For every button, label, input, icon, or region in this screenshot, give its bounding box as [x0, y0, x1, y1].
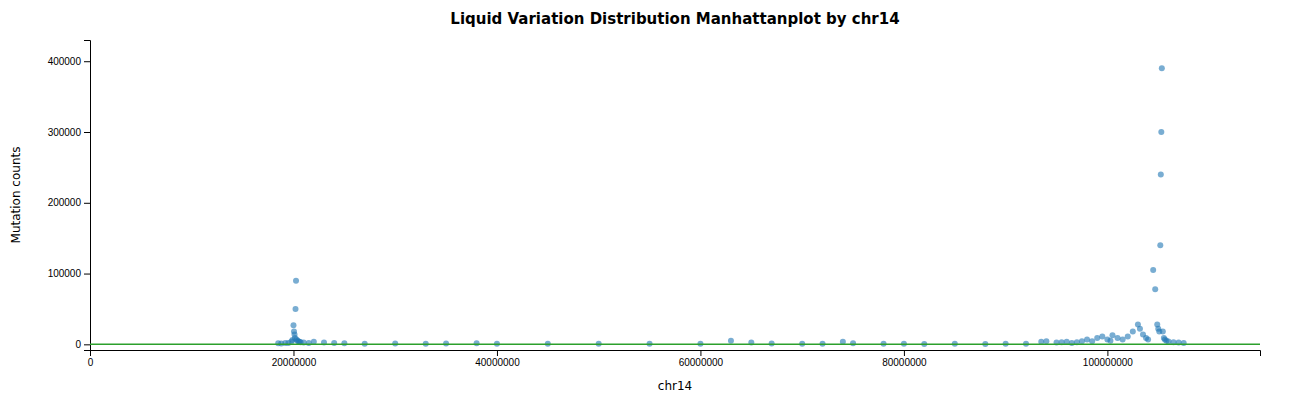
y-tick-label: 300000 — [48, 127, 82, 138]
point — [769, 340, 775, 346]
baseline — [90, 344, 1260, 346]
point — [293, 306, 299, 312]
point — [1099, 334, 1105, 340]
point — [1158, 129, 1164, 135]
marks-inner — [90, 65, 1260, 347]
point — [1079, 338, 1085, 344]
y-tick: 200000 — [48, 197, 90, 208]
point — [850, 340, 856, 346]
point — [1130, 329, 1136, 335]
x-tick-mark — [1107, 350, 1108, 356]
x-tick-mark — [497, 350, 498, 356]
point — [1043, 338, 1049, 344]
point — [1094, 335, 1100, 341]
x-tick-label: 40000000 — [475, 357, 520, 368]
x-tick: 60000000 — [679, 350, 724, 368]
x-tick-mark — [700, 350, 701, 356]
x-axis: 0 20000000 40000000 60000000 80000000 1000000… — [88, 350, 1261, 368]
point — [341, 340, 347, 346]
y-axis-line — [84, 41, 91, 351]
y-tick-mark — [84, 61, 90, 62]
point — [1084, 336, 1090, 342]
point — [474, 340, 480, 346]
point — [443, 340, 449, 346]
point — [1159, 65, 1165, 71]
x-tick: 100000000 — [1083, 350, 1133, 368]
x-tick: 0 — [88, 350, 94, 368]
point — [1145, 336, 1151, 342]
point — [392, 340, 398, 346]
x-tick-mark — [293, 350, 294, 356]
y-tick: 400000 — [48, 56, 90, 67]
point — [1115, 335, 1121, 341]
point — [1158, 171, 1164, 177]
point — [1150, 267, 1156, 273]
point — [1181, 340, 1187, 346]
x-tick: 80000000 — [882, 350, 927, 368]
x-tick-label: 80000000 — [882, 357, 927, 368]
point — [1109, 332, 1115, 338]
point — [1089, 338, 1095, 344]
x-axis-line — [91, 351, 1261, 357]
x-tick-label: 60000000 — [679, 357, 724, 368]
title: Liquid Variation Distribution Manhattanp… — [450, 10, 899, 28]
y-axis-title: Mutation counts — [9, 147, 23, 244]
y-tick-label: 400000 — [48, 56, 82, 67]
plot: 0200000004000000060000000800000001000000… — [48, 41, 1261, 369]
x-tick: 40000000 — [475, 350, 520, 368]
x-tick-label: 100000000 — [1083, 357, 1133, 368]
point — [1160, 329, 1166, 335]
y-tick-label: 0 — [75, 339, 81, 350]
point — [1137, 326, 1143, 332]
point — [293, 278, 299, 284]
y-tick-label: 100000 — [48, 268, 82, 279]
point — [1120, 336, 1126, 342]
x-tick: 20000000 — [272, 350, 317, 368]
x-tick-label: 0 — [88, 357, 94, 368]
y-axis: 0 100000 200000 300000 400000 — [48, 41, 91, 351]
point — [1152, 286, 1158, 292]
x-axis-title: chr14 — [658, 379, 692, 393]
chart: 0200000004000000060000000800000001000000… — [0, 0, 1300, 400]
y-tick: 0 — [75, 339, 90, 350]
y-tick-mark — [84, 274, 90, 275]
marks — [90, 65, 1260, 347]
point — [290, 322, 296, 328]
y-tick-label: 200000 — [48, 197, 82, 208]
x-tick-mark — [904, 350, 905, 356]
y-tick: 300000 — [48, 127, 90, 138]
y-tick-mark — [84, 203, 90, 204]
x-tick-label: 20000000 — [272, 357, 317, 368]
point — [1107, 338, 1113, 344]
y-tick-mark — [84, 132, 90, 133]
point — [728, 338, 734, 344]
y-tick: 100000 — [48, 268, 90, 279]
y-tick-mark — [84, 344, 90, 345]
point — [1157, 242, 1163, 248]
point — [1125, 334, 1131, 340]
